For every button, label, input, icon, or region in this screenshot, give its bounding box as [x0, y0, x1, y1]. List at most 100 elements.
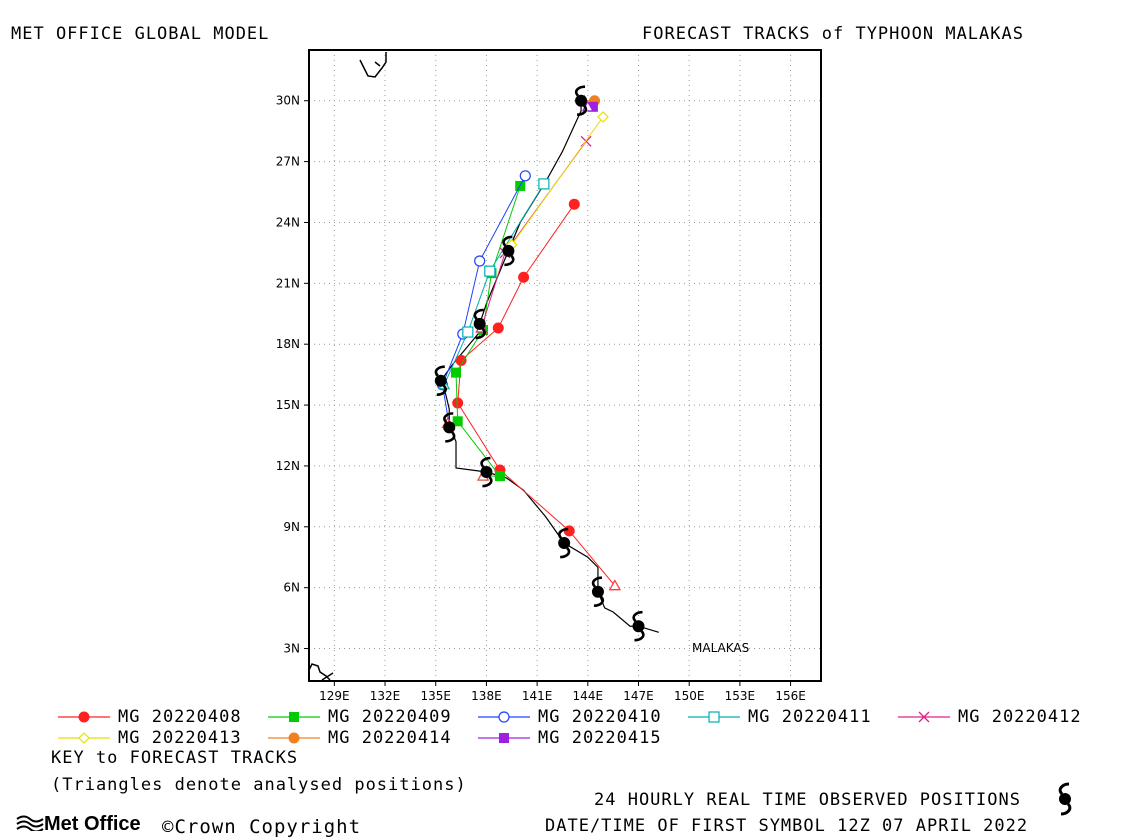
- observed-caption: 24 HOURLY REAL TIME OBSERVED POSITIONS: [594, 790, 1021, 810]
- forecast-track-line: [457, 203, 616, 586]
- typhoon-symbol: [473, 308, 486, 340]
- forecast-track-line: [480, 141, 587, 329]
- datetime-caption: DATE/TIME OF FIRST SYMBOL 12Z 07 APRIL 2…: [545, 816, 1029, 836]
- forecast-point: [587, 101, 598, 112]
- legend-marker: [78, 732, 90, 744]
- typhoon-arm: [443, 412, 454, 424]
- forecast-point: [462, 326, 474, 338]
- typhoon-symbol: [443, 412, 456, 443]
- legend-label: MG 20220409: [328, 707, 452, 727]
- copyright-symbol: ©: [162, 816, 175, 838]
- legend-label: MG 20220414: [328, 728, 452, 748]
- lat-tick-label: 27N: [276, 155, 300, 169]
- analysed-positions: [438, 94, 621, 591]
- legend-label: MG 20220411: [748, 707, 872, 727]
- typhoon-arm: [558, 527, 569, 539]
- graticule: [309, 50, 821, 681]
- legend-marker: [289, 712, 299, 722]
- typhoon-arm: [574, 85, 586, 97]
- typhoon-symbol-icon: [1058, 782, 1072, 816]
- legend-swatch: [898, 711, 950, 723]
- typhoon-symbol: [574, 85, 588, 117]
- longitude-ticks: 129E 132E 135E 138E 141E 144E 147E 150E 153E 156E: [319, 681, 806, 700]
- typhoon-core: [575, 94, 588, 107]
- lat-tick-label: 24N: [276, 215, 300, 229]
- legend-label: MG 20220410: [538, 707, 662, 727]
- typhoon-arm: [502, 235, 513, 247]
- forecast-track-line: [441, 175, 526, 426]
- lat-tick-label: 6N: [283, 581, 300, 595]
- legend-marker: [708, 711, 720, 723]
- forecast-point: [451, 367, 462, 378]
- typhoon-core: [502, 244, 515, 257]
- typhoon-core: [558, 537, 571, 550]
- typhoon-arm: [591, 576, 603, 588]
- lat-tick-label: 18N: [276, 337, 300, 351]
- legend-label: MG 20220408: [118, 707, 242, 727]
- typhoon-core: [632, 620, 645, 633]
- analysed-position-marker: [608, 579, 621, 591]
- legend-label: MG 20220412: [958, 707, 1082, 727]
- forecast-map: 129E 132E 135E 138E 141E 144E 147E 150E 153E 156E…: [276, 49, 822, 700]
- lat-tick-label: 9N: [283, 520, 300, 534]
- typhoon-arm: [593, 595, 605, 608]
- observed-track: [440, 100, 659, 633]
- met-office-logo: Met Office: [16, 813, 141, 836]
- typhoon-core: [473, 317, 486, 330]
- forecast-track: [436, 170, 531, 426]
- key-note: (Triangles denote analysed positions): [51, 775, 467, 795]
- legend-marker: [78, 711, 90, 723]
- typhoon-arm: [576, 104, 588, 117]
- forecast-point: [474, 255, 486, 267]
- typhoon-arm: [480, 456, 491, 468]
- typhoon-symbol: [558, 527, 571, 559]
- typhoon-arm: [436, 384, 447, 397]
- typhoon-core: [591, 585, 604, 598]
- forecast-point: [484, 265, 496, 277]
- lat-tick-label: 21N: [276, 276, 300, 290]
- forecast-point: [452, 397, 464, 409]
- typhoon-arm: [560, 547, 571, 559]
- map-frame: [308, 49, 822, 682]
- legend-label: MG 20220413: [118, 728, 242, 748]
- forecast-point: [538, 178, 550, 190]
- legend-swatch: [478, 711, 530, 723]
- lon-tick-label: 156E: [775, 689, 806, 700]
- copyright-text: Crown Copyright: [174, 816, 362, 838]
- typhoon-arm: [434, 365, 445, 377]
- typhoon-arm: [445, 431, 456, 443]
- legend-swatch: [478, 733, 530, 743]
- typhoon-arm: [482, 476, 493, 488]
- copyright: ©Crown Copyright: [162, 816, 361, 838]
- key-label: KEY to FORECAST TRACKS: [51, 748, 299, 768]
- forecast-point: [518, 271, 530, 283]
- forecast-point: [494, 471, 505, 482]
- forecast-point: [597, 111, 609, 123]
- lat-tick-label: 3N: [283, 642, 300, 656]
- lon-tick-label: 150E: [674, 689, 705, 700]
- lon-tick-label: 132E: [370, 689, 401, 700]
- typhoon-arm: [632, 610, 643, 623]
- legend-marker: [918, 711, 930, 723]
- philippines-coast: [308, 663, 334, 681]
- legend-swatch: [58, 711, 110, 723]
- forecast-track-line: [443, 183, 545, 385]
- brand-name: Met Office: [44, 813, 141, 835]
- forecast-point: [519, 170, 531, 182]
- typhoon-arm: [475, 327, 486, 340]
- storm-name-label: MALAKAS: [692, 641, 749, 655]
- forecast-point: [492, 322, 504, 334]
- japan-coast: [359, 52, 387, 78]
- forecast-point: [452, 416, 463, 427]
- legend-swatch: [268, 712, 320, 722]
- lon-tick-label: 147E: [623, 689, 654, 700]
- typhoon-arm: [634, 630, 645, 642]
- typhoon-core: [480, 466, 493, 479]
- legend-swatch: [688, 711, 740, 723]
- right-title: FORECAST TRACKS of TYPHOON MALAKAS: [642, 24, 1024, 44]
- lon-tick-label: 138E: [471, 689, 502, 700]
- lon-tick-label: 153E: [725, 689, 756, 700]
- met-office-waves-icon: [16, 815, 44, 833]
- typhoon-symbol: [434, 365, 447, 397]
- typhoon-symbol: [502, 235, 515, 267]
